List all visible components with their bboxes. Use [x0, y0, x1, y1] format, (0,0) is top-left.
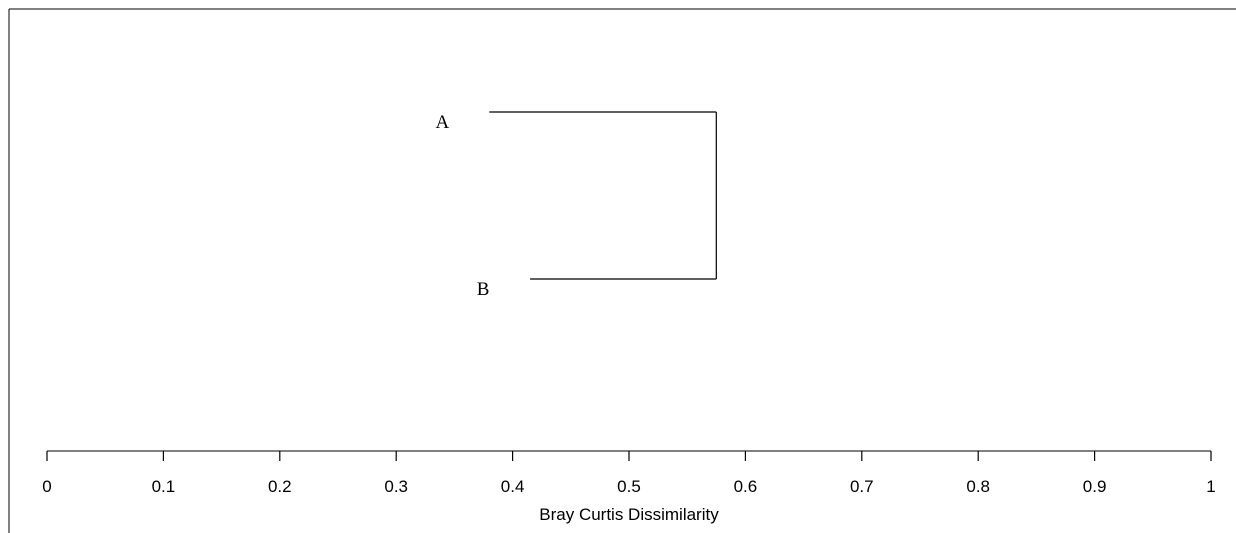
dendrogram-branches — [489, 111, 717, 280]
leaf-labels: AB — [435, 112, 489, 300]
x-tick-label: 0.6 — [734, 477, 758, 496]
x-tick-label: 0.2 — [268, 477, 292, 496]
x-tick-label: 0.7 — [850, 477, 874, 496]
x-tick-label: 0.3 — [384, 477, 408, 496]
x-tick-label: 0.5 — [617, 477, 641, 496]
x-axis-tick-labels: 0 0.1 0.2 0.3 0.4 0.5 0.6 0.7 0.8 0.9 1 — [42, 477, 1215, 496]
x-tick-label: 1 — [1206, 477, 1215, 496]
x-axis-ticks — [46, 451, 1212, 461]
leaf-label-A: A — [435, 112, 449, 133]
x-tick-label: 0 — [42, 477, 51, 496]
x-axis-title: Bray Curtis Dissimilarity — [539, 505, 719, 524]
x-tick-label: 0.1 — [152, 477, 176, 496]
x-tick-label: 0.8 — [966, 477, 990, 496]
x-tick-label: 0.4 — [501, 477, 525, 496]
x-tick-label: 0.9 — [1083, 477, 1107, 496]
leaf-label-B: B — [477, 279, 490, 300]
